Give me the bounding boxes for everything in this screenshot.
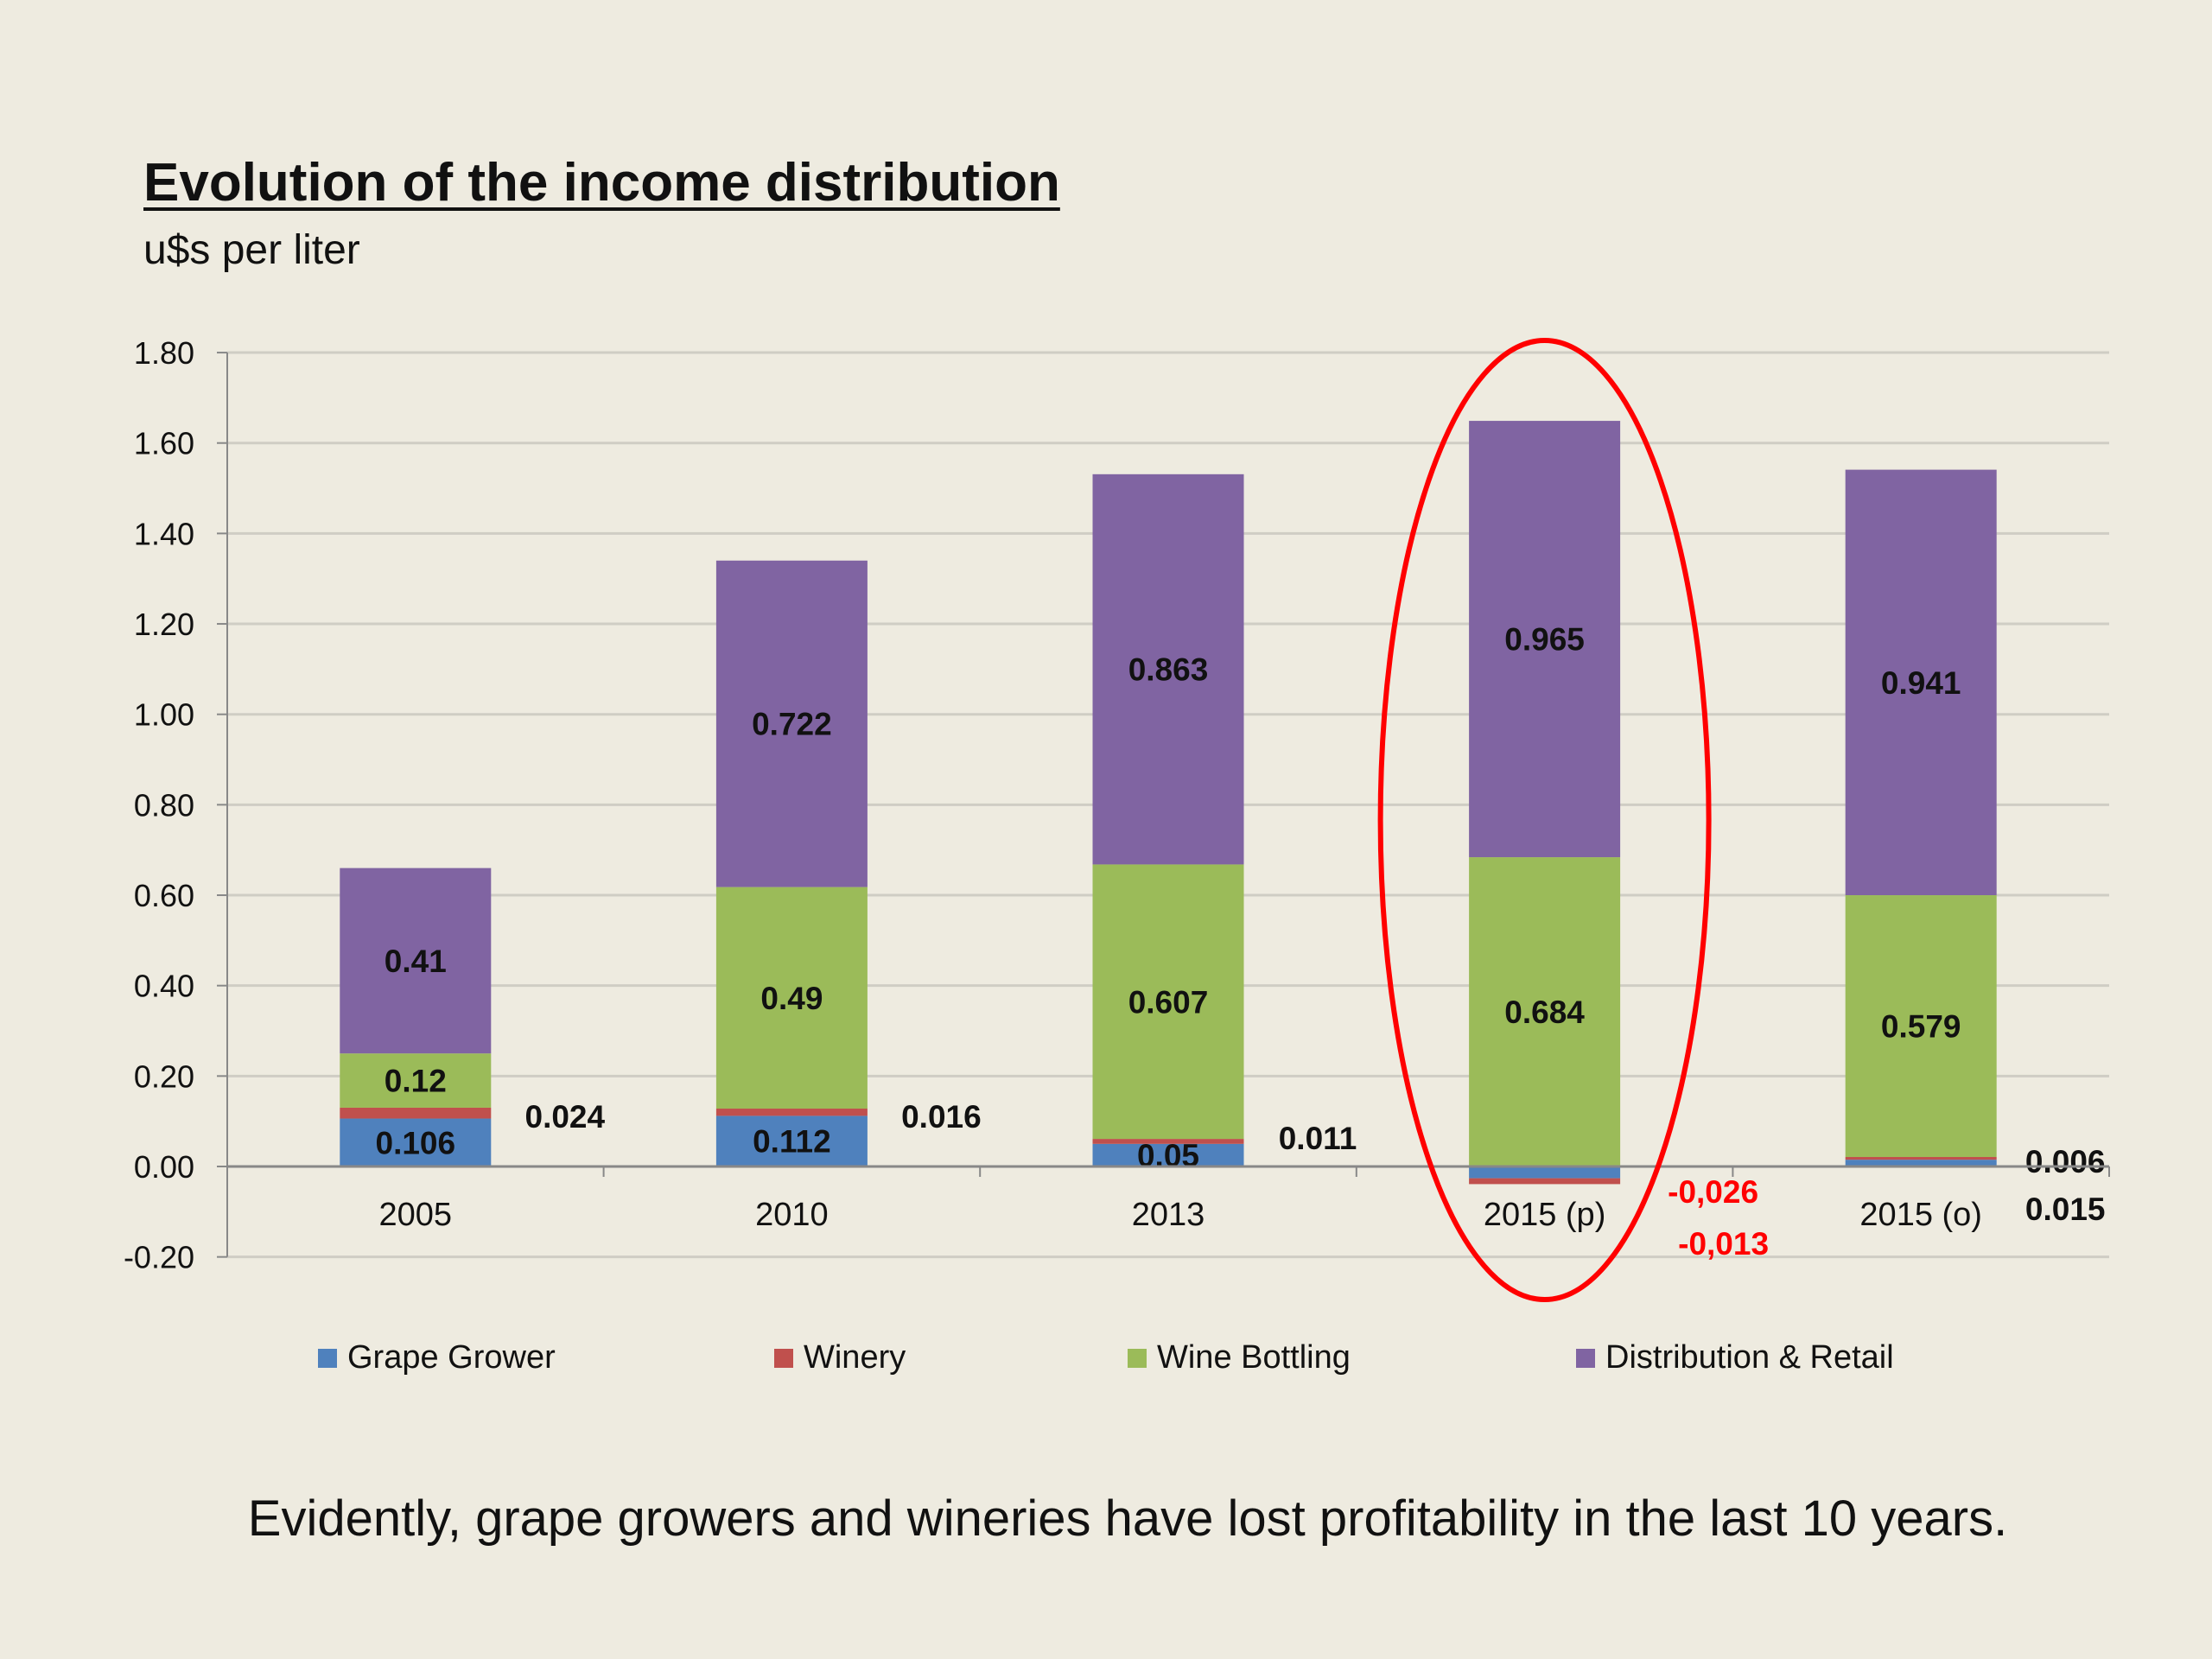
y-tick-label: 1.00 [134,697,194,733]
x-tick-label: 2010 [755,1197,829,1233]
data-label: 0.965 [1504,622,1585,658]
legend-label: Winery [804,1339,906,1376]
data-label: 0.006 [2025,1144,2106,1179]
data-label: 0.607 [1128,984,1209,1020]
bar-segment-wine-bottling [715,887,868,1109]
chart-title: Evolution of the income distribution [143,153,1060,213]
bar-segment-grape-grower [1469,1166,1621,1179]
highlight-ellipse [1377,338,1712,1302]
x-tick-label: 2013 [1132,1197,1205,1233]
data-label: -0,026 [1668,1174,1758,1210]
data-label: 0.015 [2025,1192,2106,1227]
bar-segment-winery [715,1109,868,1116]
legend-item-winery: Winery [774,1339,906,1376]
y-tick-label: 1.20 [134,607,194,642]
y-tick-label: -0.20 [124,1240,194,1275]
data-label: 0.41 [385,944,447,979]
y-tick-label: 1.80 [134,335,194,371]
bar-segment-grape-grower [715,1116,868,1166]
data-label: 0.12 [385,1064,447,1099]
bar-segment-wine-bottling [1845,895,1997,1158]
y-tick-label: 1.60 [134,426,194,461]
legend-item-wine-bottling: Wine Bottling [1128,1339,1351,1376]
data-label: 0.684 [1504,995,1585,1030]
data-label: -0,013 [1678,1226,1769,1262]
x-tick-label: 2015 (p) [1484,1197,1606,1233]
caption: Evidently, grape growers and wineries ha… [247,1491,2008,1547]
bar-segment-grape-grower [1845,1160,1997,1166]
bar-segment-distribution-retail [1845,469,1997,896]
y-tick-label: 0.40 [134,969,194,1004]
bar-segment-distribution-retail [715,560,868,887]
data-label: 0.579 [1881,1009,1961,1045]
chart-subtitle: u$s per liter [143,227,360,273]
bar-segment-wine-bottling [1469,857,1621,1166]
bar-segment-distribution-retail [1469,421,1621,858]
legend-label: Distribution & Retail [1605,1339,1894,1376]
y-tick-label: 0.60 [134,878,194,913]
data-label: 0.941 [1881,665,1961,701]
data-label: 0.011 [1279,1121,1357,1156]
data-label: 0.05 [1137,1138,1199,1173]
data-label: 0.49 [760,981,823,1016]
bar-segment-winery [1845,1157,1997,1160]
data-label: 0.863 [1128,652,1209,688]
legend-label: Wine Bottling [1157,1339,1351,1376]
y-tick-label: 0.20 [134,1058,194,1094]
legend-item-distribution-retail: Distribution & Retail [1576,1339,1894,1376]
y-tick-label: 0.00 [134,1149,194,1185]
bar-segment-grape-grower [340,1118,492,1166]
bar-segment-winery [1092,1139,1244,1144]
legend-label: Grape Grower [347,1339,556,1376]
x-tick-label: 2015 (o) [1859,1197,1982,1233]
bar-segment-wine-bottling [340,1053,492,1108]
bar-segment-distribution-retail [340,868,492,1054]
data-label: 0.024 [525,1099,606,1135]
legend-item-grape-grower: Grape Grower [318,1339,556,1376]
x-tick-label: 2005 [379,1197,453,1233]
data-label: 0.722 [752,707,832,742]
bar-segment-wine-bottling [1092,864,1244,1140]
legend-swatch [1128,1348,1147,1368]
legend-swatch [1576,1348,1595,1368]
bar-segment-distribution-retail [1092,474,1244,865]
bar-segment-grape-grower [1092,1143,1244,1166]
data-label: 0.106 [376,1125,456,1160]
y-tick-label: 1.40 [134,516,194,551]
data-label: 0.016 [901,1099,982,1135]
bar-segment-winery [1469,1178,1621,1185]
data-label: 0.112 [753,1124,831,1160]
y-tick-label: 0.80 [134,787,194,823]
bar-segment-winery [340,1107,492,1119]
legend-swatch [318,1348,337,1368]
legend-swatch [774,1348,793,1368]
